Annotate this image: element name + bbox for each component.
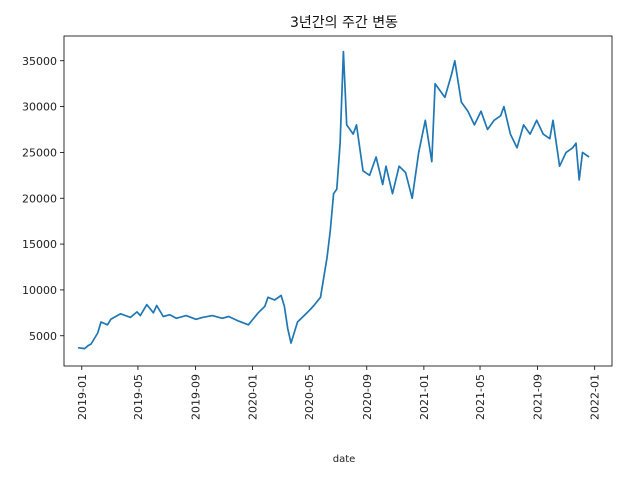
y-tick-label: 30000 — [22, 101, 57, 114]
x-tick-label: 2020-09 — [361, 374, 374, 420]
x-tick-label: 2022-01 — [589, 374, 602, 420]
y-tick-label: 10000 — [22, 284, 57, 297]
x-tick-label: 2021-01 — [418, 374, 431, 420]
x-tick-label: 2020-05 — [303, 374, 316, 420]
y-axis-ticks: 5000 10000 15000 20000 25000 30000 35000 — [22, 55, 64, 343]
x-tick-label: 2019-05 — [132, 374, 145, 420]
plot-area — [77, 50, 590, 350]
x-tick-label: 2019-09 — [190, 374, 203, 420]
axes — [63, 35, 613, 367]
y-tick-label: 5000 — [29, 330, 57, 343]
x-tick-label: 2021-05 — [474, 374, 487, 420]
chart-title: 3년간의 주간 변동 — [290, 15, 398, 31]
y-tick-label: 15000 — [22, 238, 57, 251]
y-tick-label: 20000 — [22, 192, 57, 205]
series-line — [77, 50, 590, 350]
plot-frame — [63, 35, 613, 367]
x-tick-label: 2021-09 — [532, 374, 545, 420]
x-axis-label: date — [333, 454, 356, 465]
x-axis-ticks: 2019-01 2019-05 2019-09 2020-01 2020-05 2020-… — [76, 366, 602, 420]
y-tick-label: 25000 — [22, 146, 57, 159]
x-tick-label: 2019-01 — [76, 374, 89, 420]
y-tick-label: 35000 — [22, 55, 57, 68]
x-tick-label: 2020-01 — [247, 374, 260, 420]
